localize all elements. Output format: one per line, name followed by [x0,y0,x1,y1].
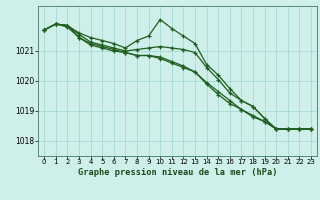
X-axis label: Graphe pression niveau de la mer (hPa): Graphe pression niveau de la mer (hPa) [78,168,277,177]
